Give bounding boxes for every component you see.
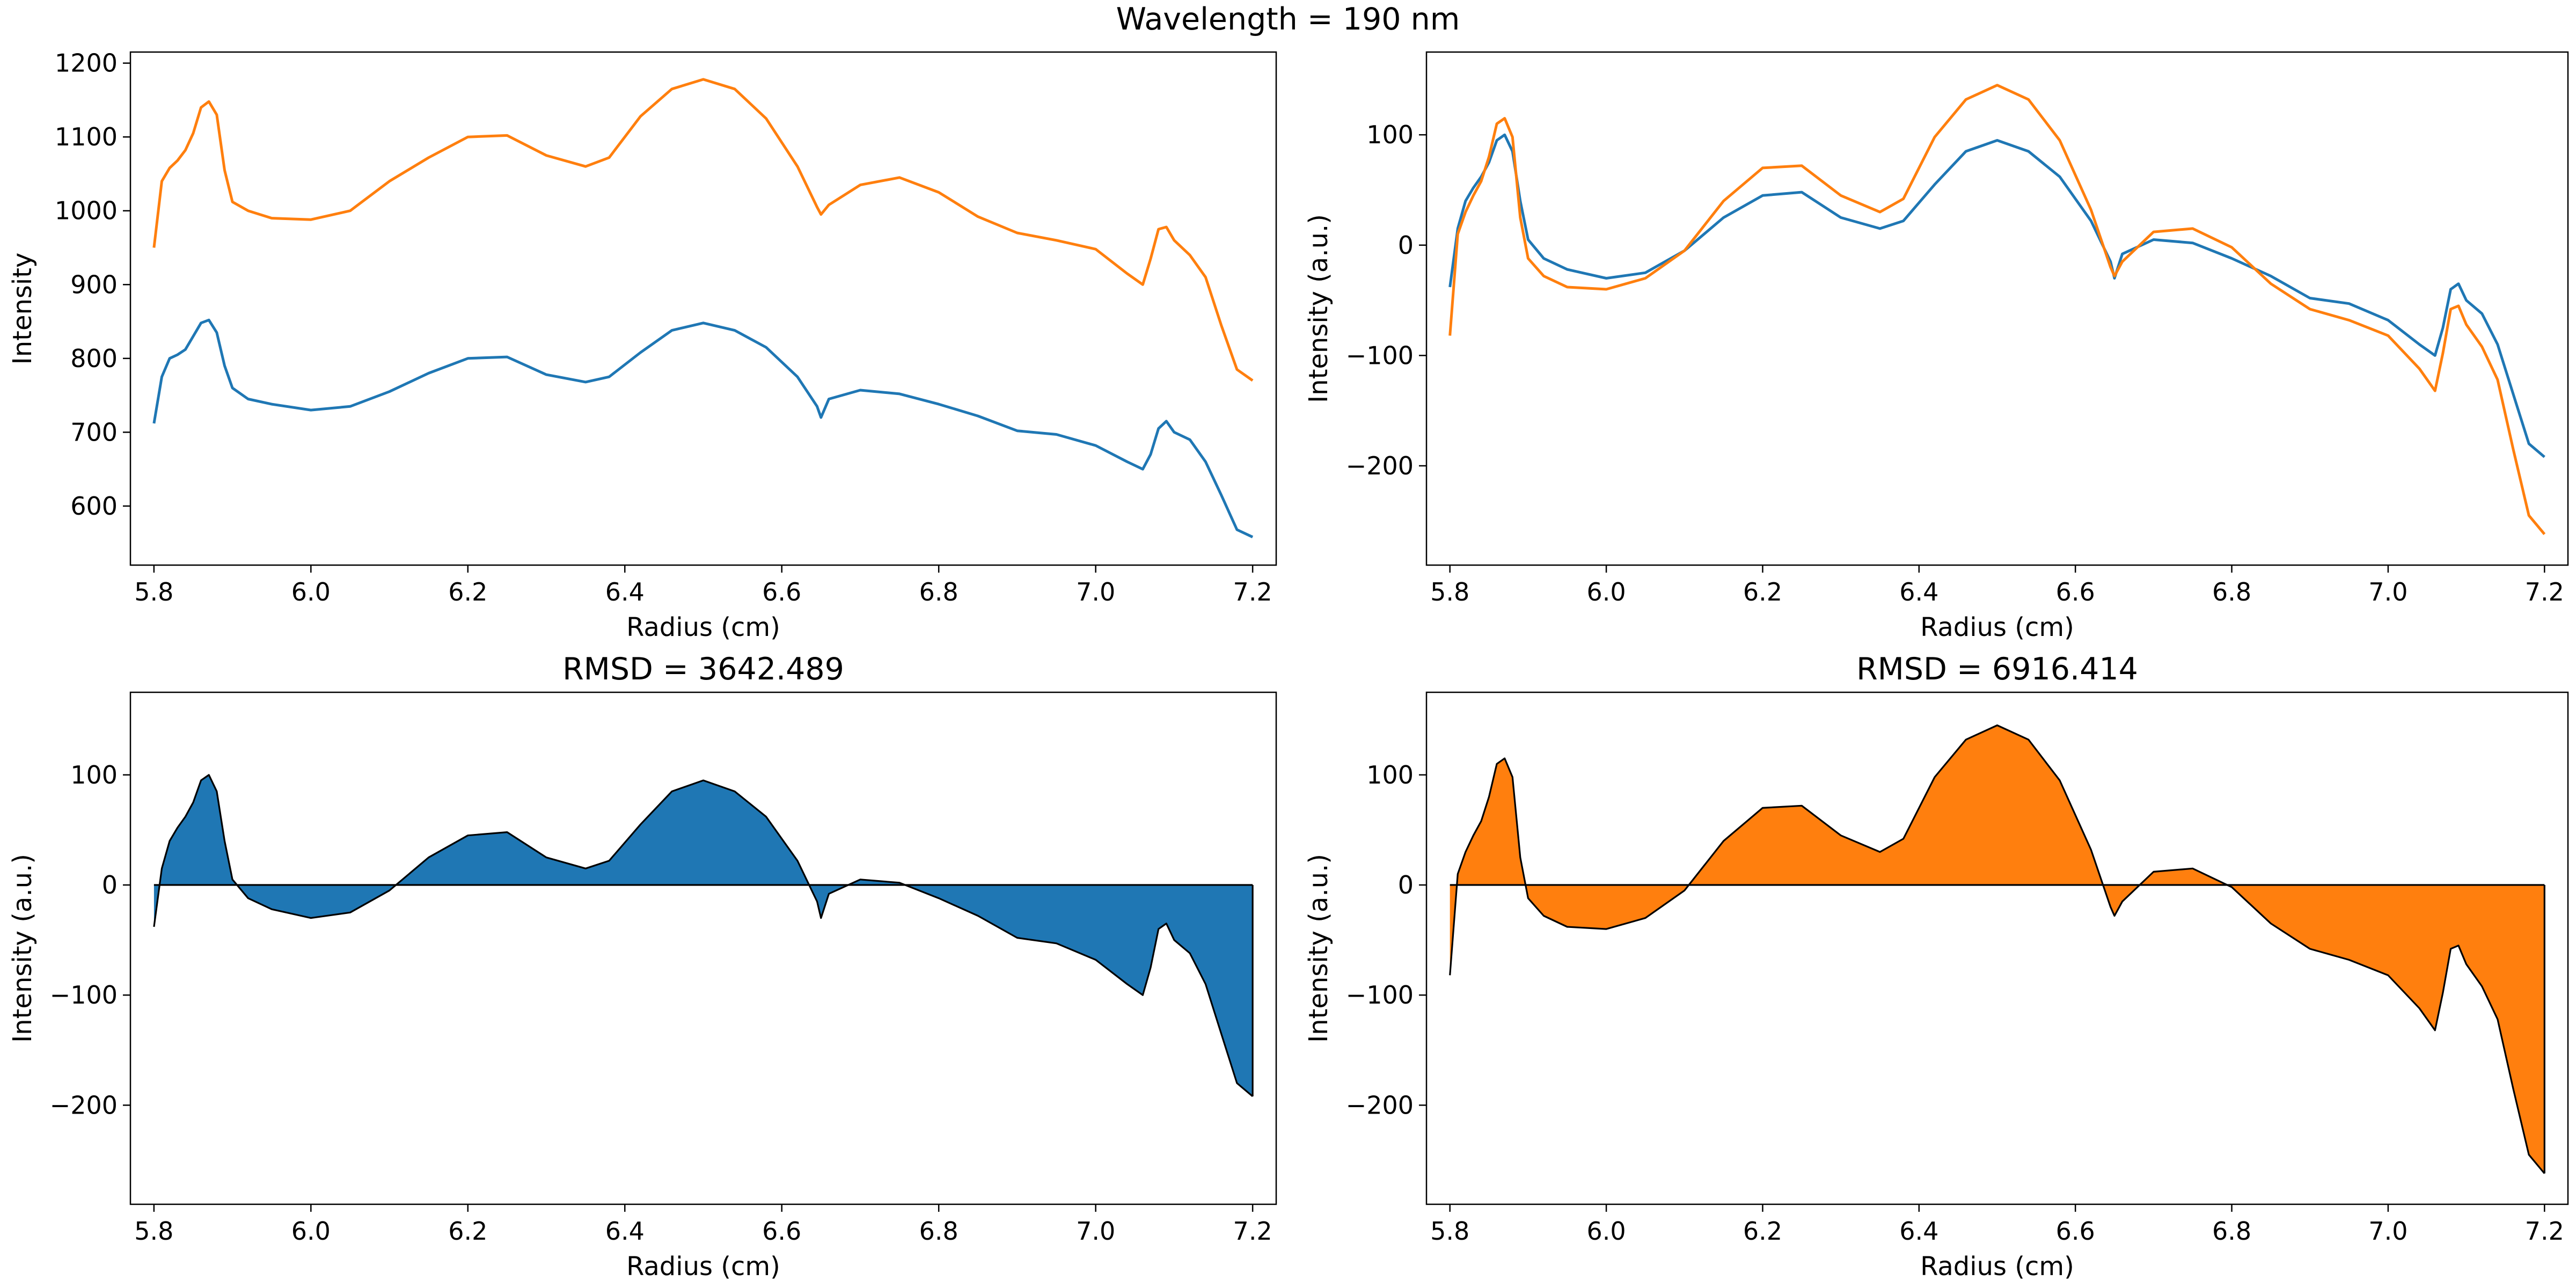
panel-bottom-left-y-tick-label: −200 (50, 1091, 118, 1119)
panel-top-left-x-tick-label: 6.4 (605, 577, 645, 606)
panel-top-right-x-tick-label: 7.0 (2368, 577, 2407, 606)
panel-bottom-right-area-fill (1450, 725, 2545, 1174)
panel-bottom-right-y-tick-label: 100 (1366, 760, 1414, 789)
panel-top-left-y-tick-label: 600 (70, 492, 118, 521)
panel-top-left-x-tick-label: 6.0 (291, 577, 331, 606)
panel-bottom-left-x-tick-label: 6.6 (762, 1217, 801, 1246)
panel-top-right-y-tick-label: 100 (1366, 120, 1414, 149)
panel-top-left-x-tick-label: 6.2 (448, 577, 487, 606)
panel-top-right-x-axis-label: Radius (cm) (1920, 612, 2074, 642)
panel-bottom-left-y-tick-label: −100 (50, 980, 118, 1009)
panel-top-left-y-tick-label: 1200 (55, 49, 118, 78)
panel-bottom-left-x-tick-label: 7.0 (1076, 1217, 1115, 1246)
panel-top-left-y-tick-label: 700 (70, 418, 118, 447)
panel-bottom-right-y-tick-label: −200 (1346, 1091, 1414, 1119)
panel-bottom-right-y-tick-label: 0 (1398, 870, 1414, 899)
panel-top-left-y-tick-label: 1100 (55, 122, 118, 151)
panel-top-right-y-tick-label: 0 (1398, 231, 1414, 260)
panel-bottom-left-y-tick-label: 100 (70, 760, 118, 789)
panel-bottom-right-x-axis-label: Radius (cm) (1920, 1252, 2074, 1282)
panel-top-left-y-axis-label: Intensity (8, 253, 38, 365)
panel-top-left-frame (129, 51, 1277, 566)
panel-bottom-left-y-axis-label: Intensity (a.u.) (8, 854, 38, 1043)
panel-bottom-left-outline (153, 774, 1254, 1097)
panel-bottom-left-frame (129, 691, 1277, 1205)
panel-bottom-right-x-tick-label: 6.2 (1743, 1217, 1782, 1246)
panel-bottom-left-title: RMSD = 3642.489 (562, 652, 844, 687)
panel-bottom-right-outline (1449, 724, 2545, 1174)
panel-top-left-x-tick-label: 6.8 (919, 577, 958, 606)
panel-top-right-x-tick-label: 6.2 (1743, 577, 1782, 606)
panel-bottom-right-x-tick-label: 5.8 (1430, 1217, 1469, 1246)
panel-top-right-y-axis-label: Intensity (a.u.) (1304, 214, 1334, 403)
panel-bottom-left-area-fill (153, 774, 1253, 1096)
panel-bottom-right-frame (1425, 691, 2569, 1205)
panel-top-right-frame (1425, 51, 2569, 566)
panel-bottom-right-x-tick-label: 6.0 (1586, 1217, 1626, 1246)
panel-top-left-series-line-1 (152, 318, 1254, 538)
panel-bottom-left-x-tick-label: 6.2 (448, 1217, 487, 1246)
panel-bottom-left-x-tick-label: 7.2 (1233, 1217, 1272, 1246)
panel-top-right-series-line-2 (1448, 84, 2546, 536)
panel-top-right-y-tick-label: −200 (1346, 451, 1414, 480)
panel-bottom-left-x-tick-label: 6.4 (605, 1217, 645, 1246)
panel-top-right-x-tick-label: 6.8 (2212, 577, 2251, 606)
panel-bottom-left-y-tick-label: 0 (102, 870, 118, 899)
panel-bottom-left-x-tick-label: 5.8 (134, 1217, 173, 1246)
panel-top-left-x-tick-label: 6.6 (762, 577, 801, 606)
panel-bottom-right-x-tick-label: 7.0 (2368, 1217, 2407, 1246)
panel-top-right-series-line-1 (1448, 133, 2545, 458)
panel-bottom-right-x-tick-label: 7.2 (2525, 1217, 2564, 1246)
panel-top-left-x-axis-label: Radius (cm) (626, 612, 780, 642)
panel-bottom-right-y-axis-label: Intensity (a.u.) (1304, 854, 1334, 1043)
panel-top-left-x-tick-label: 7.2 (1233, 577, 1272, 606)
panel-top-left-y-tick-label: 1000 (55, 196, 118, 225)
panel-bottom-right-x-tick-label: 6.4 (1899, 1217, 1938, 1246)
panel-bottom-right-x-tick-label: 6.6 (2056, 1217, 2095, 1246)
panel-top-left-series-line-2 (152, 78, 1254, 382)
panel-top-right-x-tick-label: 6.0 (1586, 577, 1626, 606)
panel-top-left-y-tick-label: 800 (70, 344, 118, 373)
panel-bottom-left: 5.8 6.0 6.2 6.4 6.6 6.8 7.0 7.2 −200 −100 0 100 Radi… (8, 652, 1277, 1282)
panel-top-right: 5.8 6.0 6.2 6.4 6.6 6.8 7.0 7.2 −200 −100 0 100 Radi… (1304, 51, 2569, 642)
panel-top-right-x-tick-label: 6.6 (2056, 577, 2095, 606)
panel-bottom-left-x-tick-label: 6.8 (919, 1217, 958, 1246)
panel-bottom-right-x-tick-label: 6.8 (2212, 1217, 2251, 1246)
panel-top-right-x-tick-label: 5.8 (1430, 577, 1469, 606)
panel-bottom-right-plot-area (1449, 724, 2545, 1174)
panel-top-right-y-tick-label: −100 (1346, 341, 1414, 370)
panel-top-left-x-tick-label: 5.8 (134, 577, 173, 606)
panel-top-left-plot-area (152, 78, 1254, 538)
panel-bottom-right-y-tick-label: −100 (1346, 980, 1414, 1009)
panel-top-left-x-tick-label: 7.0 (1076, 577, 1115, 606)
panel-top-left: 5.8 6.0 6.2 6.4 6.6 6.8 7.0 7.2 600 700 800 900 1000… (8, 49, 1277, 642)
panel-bottom-left-plot-area (153, 774, 1254, 1097)
panel-top-right-x-tick-label: 6.4 (1899, 577, 1938, 606)
panel-bottom-left-x-axis-label: Radius (cm) (626, 1252, 780, 1282)
panel-top-right-plot-area (1448, 84, 2546, 536)
panel-bottom-left-x-tick-label: 6.0 (291, 1217, 331, 1246)
figure-suptitle: Wavelength = 190 nm (1116, 2, 1460, 37)
panel-bottom-right-title: RMSD = 6916.414 (1856, 652, 2138, 687)
panel-bottom-right: 5.8 6.0 6.2 6.4 6.6 6.8 7.0 7.2 −200 −100 0 100 Radi… (1304, 652, 2569, 1282)
panel-top-right-x-tick-label: 7.2 (2525, 577, 2564, 606)
panel-top-left-y-tick-label: 900 (70, 270, 118, 299)
panels: 5.8 6.0 6.2 6.4 6.6 6.8 7.0 7.26007008009001000… (8, 49, 2569, 1282)
